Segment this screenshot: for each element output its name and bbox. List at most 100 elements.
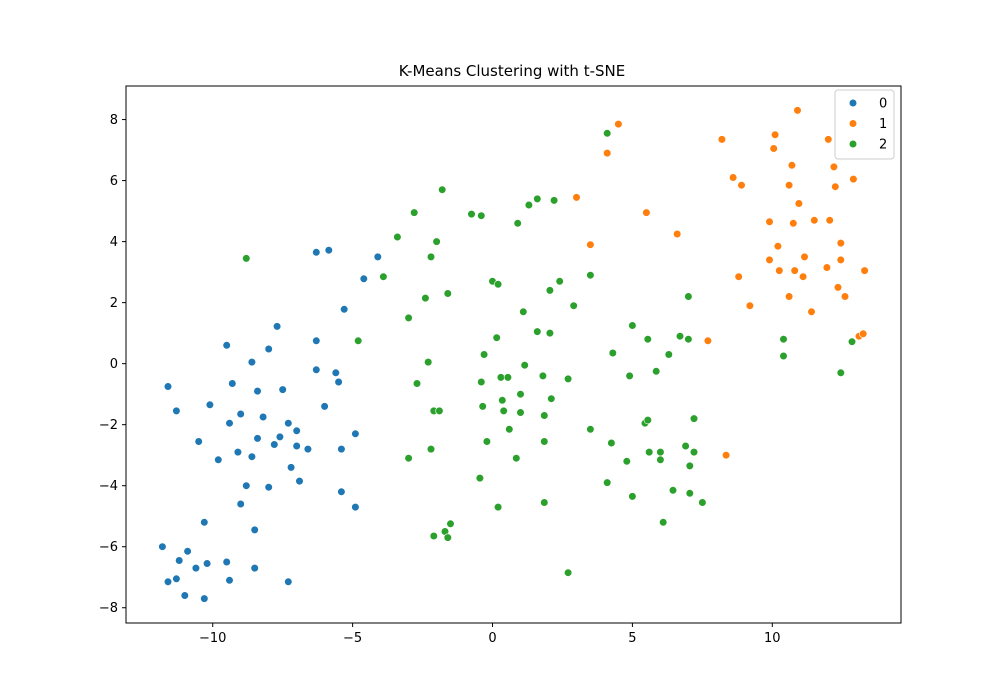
point-cluster-0-38 <box>295 477 304 486</box>
point-cluster-1-39 <box>849 175 858 184</box>
point-cluster-2-19 <box>446 519 455 528</box>
point-cluster-1-3 <box>673 229 682 239</box>
point-cluster-1-11 <box>734 272 743 281</box>
legend-label-0: 0 <box>879 97 887 112</box>
y-tick-label: 0 <box>110 357 118 372</box>
point-cluster-1-17 <box>773 242 783 251</box>
point-cluster-2-63 <box>603 478 612 487</box>
point-cluster-0-16 <box>242 481 251 490</box>
point-cluster-2-88 <box>779 351 788 361</box>
point-cluster-2-2 <box>379 272 388 281</box>
point-cluster-1-4 <box>586 240 595 249</box>
point-cluster-0-20 <box>205 400 214 409</box>
point-cluster-2-53 <box>555 277 564 286</box>
point-cluster-2-55 <box>563 374 573 384</box>
point-cluster-0-27 <box>259 412 268 422</box>
point-cluster-2-42 <box>520 361 529 370</box>
point-cluster-2-14 <box>432 237 441 246</box>
point-cluster-2-18 <box>443 533 452 542</box>
y-tick-label: 6 <box>110 174 118 189</box>
point-cluster-0-3 <box>175 556 184 565</box>
point-cluster-2-29 <box>492 333 501 342</box>
point-cluster-2-62 <box>608 348 617 358</box>
point-cluster-2-25 <box>478 402 487 411</box>
point-cluster-0-43 <box>194 437 203 446</box>
point-cluster-0-41 <box>233 448 242 457</box>
point-cluster-2-44 <box>533 327 542 336</box>
point-cluster-2-48 <box>540 437 549 446</box>
point-cluster-0-57 <box>312 248 321 257</box>
point-cluster-0-45 <box>312 365 321 374</box>
legend-label-1: 1 <box>879 117 887 132</box>
point-cluster-2-26 <box>482 437 492 446</box>
point-cluster-1-10 <box>737 181 746 190</box>
point-cluster-2-54 <box>540 498 549 507</box>
x-tick-label: 0 <box>488 631 496 646</box>
point-cluster-2-66 <box>628 321 637 330</box>
y-tick-label: 8 <box>110 113 118 128</box>
point-cluster-0-4 <box>180 591 189 600</box>
point-cluster-0-17 <box>264 483 273 492</box>
point-cluster-1-27 <box>784 292 794 301</box>
point-cluster-2-15 <box>438 185 447 194</box>
point-cluster-0-49 <box>340 305 349 314</box>
point-cluster-2-32 <box>498 396 507 405</box>
point-cluster-1-13 <box>765 217 774 226</box>
point-cluster-0-50 <box>337 445 346 454</box>
point-cluster-2-67 <box>628 492 637 501</box>
point-cluster-2-65 <box>625 371 634 381</box>
point-cluster-2-40 <box>516 390 525 399</box>
point-cluster-0-6 <box>191 563 200 573</box>
x-tick-label: 10 <box>764 631 781 646</box>
point-cluster-2-86 <box>698 498 707 507</box>
point-cluster-1-34 <box>831 182 840 191</box>
point-cluster-2-22 <box>477 211 486 220</box>
point-cluster-1-36 <box>836 255 845 265</box>
point-cluster-0-31 <box>275 432 285 442</box>
point-cluster-2-3 <box>393 232 402 242</box>
point-cluster-1-30 <box>822 263 832 272</box>
point-cluster-0-23 <box>225 419 234 428</box>
point-cluster-1-9 <box>728 173 738 182</box>
point-cluster-2-20 <box>429 531 438 541</box>
point-cluster-1-19 <box>784 181 794 190</box>
point-cluster-2-58 <box>586 425 595 434</box>
point-cluster-2-89 <box>836 368 845 377</box>
point-cluster-2-34 <box>494 503 503 512</box>
legend-marker-2 <box>848 139 858 149</box>
point-cluster-2-11 <box>426 445 436 454</box>
point-cluster-0-15 <box>236 499 245 509</box>
point-cluster-1-21 <box>789 219 798 228</box>
point-cluster-0-24 <box>236 409 245 419</box>
point-cluster-2-90 <box>847 337 857 346</box>
point-cluster-2-36 <box>505 425 514 434</box>
point-cluster-0-34 <box>292 426 301 435</box>
point-cluster-2-79 <box>681 441 690 451</box>
point-cluster-2-87 <box>779 335 788 344</box>
point-cluster-0-48 <box>334 377 343 387</box>
legend-marker-0 <box>848 98 858 108</box>
y-tick-label: 2 <box>110 296 118 311</box>
y-axis: −8 −6 −4 −2 0 2 4 6 8 <box>99 113 126 616</box>
point-cluster-2-64 <box>622 457 631 466</box>
point-cluster-0-26 <box>253 387 262 396</box>
point-cluster-2-83 <box>685 489 694 498</box>
legend-marker-1 <box>848 119 858 128</box>
point-cluster-0-55 <box>359 274 368 283</box>
y-tick-label: −2 <box>99 418 118 433</box>
point-cluster-0-10 <box>222 557 231 567</box>
point-cluster-0-1 <box>163 577 173 586</box>
point-cluster-2-69 <box>643 416 652 425</box>
point-cluster-1-23 <box>793 106 802 115</box>
point-cluster-1-37 <box>836 239 845 248</box>
point-cluster-2-76 <box>664 350 673 359</box>
point-cluster-2-81 <box>684 292 693 301</box>
point-cluster-0-36 <box>303 445 313 454</box>
point-cluster-1-35 <box>833 283 843 292</box>
point-cluster-0-25 <box>247 358 256 367</box>
point-cluster-0-0 <box>158 542 167 551</box>
point-cluster-1-15 <box>769 144 778 153</box>
point-cluster-0-42 <box>214 455 223 464</box>
point-cluster-2-72 <box>652 367 661 376</box>
